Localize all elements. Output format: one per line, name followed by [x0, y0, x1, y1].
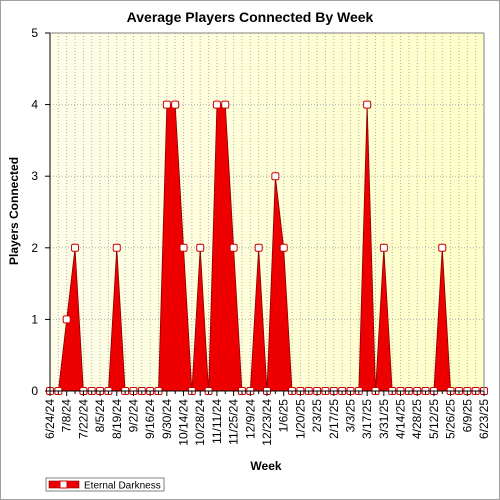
x-tick-label: 12/9/24	[243, 399, 257, 439]
y-tick-label: 1	[31, 312, 38, 326]
y-axis-title: Players Connected	[7, 157, 21, 265]
x-tick-label: 10/28/24	[193, 399, 207, 446]
data-point-marker	[229, 243, 238, 252]
legend-marker	[59, 480, 68, 489]
data-point-marker	[62, 315, 71, 324]
x-tick-label: 8/5/24	[93, 399, 107, 433]
data-point-marker	[221, 100, 230, 109]
legend[interactable]: Eternal Darkness	[45, 477, 165, 492]
x-tick-label: 12/23/24	[260, 399, 274, 446]
x-tick-label: 11/25/24	[227, 399, 241, 445]
x-tick-label: 7/8/24	[60, 399, 74, 433]
data-point-marker	[196, 243, 205, 252]
x-tick-label: 6/24/24	[43, 399, 57, 439]
data-point-marker	[112, 243, 121, 252]
x-tick-label: 9/16/24	[143, 399, 157, 439]
x-axis-title: Week	[250, 459, 281, 473]
y-tick-label: 4	[31, 98, 38, 112]
x-tick-label: 6/23/25	[477, 399, 491, 439]
legend-label: Eternal Darkness	[84, 481, 161, 492]
data-point-marker	[179, 243, 188, 252]
x-tick-label: 2/17/25	[327, 399, 341, 439]
x-tick-label: 5/12/25	[427, 399, 441, 439]
x-tick-label: 5/26/25	[444, 399, 458, 439]
plot-area	[50, 33, 484, 391]
x-tick-label: 7/22/24	[76, 399, 90, 439]
x-tick-label: 6/9/25	[460, 399, 474, 433]
x-tick-label: 9/2/24	[126, 399, 140, 433]
x-tick-label: 1/6/25	[277, 399, 291, 433]
x-tick-label: 11/11/24	[210, 399, 224, 444]
x-tick-label: 8/19/24	[110, 399, 124, 439]
axis-layer	[45, 32, 485, 396]
y-tick-label: 2	[31, 241, 38, 255]
y-tick-label: 0	[31, 384, 38, 398]
chart-title: Average Players Connected By Week	[127, 9, 374, 25]
x-tick-label: 1/20/25	[293, 399, 307, 439]
x-tick-label: 3/17/25	[360, 399, 374, 439]
data-point-marker	[438, 243, 447, 252]
data-point-marker	[71, 243, 80, 252]
x-tick-label: 4/14/25	[394, 399, 408, 439]
data-point-marker	[212, 100, 221, 109]
data-point-marker	[162, 100, 171, 109]
data-point-marker	[254, 243, 263, 252]
data-point-marker	[279, 243, 288, 252]
data-point-marker	[379, 243, 388, 252]
data-point-marker	[271, 172, 280, 181]
data-point-marker	[171, 100, 180, 109]
data-point-marker	[363, 100, 372, 109]
x-tick-label: 9/30/24	[160, 399, 174, 439]
y-tick-labels: 0 1 2 3 4 5	[31, 26, 38, 398]
x-tick-label: 3/3/25	[343, 399, 357, 433]
y-tick-label: 5	[31, 26, 38, 40]
y-tick-label: 3	[31, 169, 38, 183]
x-tick-label: 4/28/25	[410, 399, 424, 439]
x-tick-label: 10/14/24	[177, 399, 191, 446]
x-tick-labels: 6/24/24 7/8/24 7/22/24 8/5/24 8/19/24 9/2/24 9…	[43, 399, 491, 446]
x-tick-label: 2/3/25	[310, 399, 324, 433]
x-tick-label: 3/31/25	[377, 399, 391, 439]
